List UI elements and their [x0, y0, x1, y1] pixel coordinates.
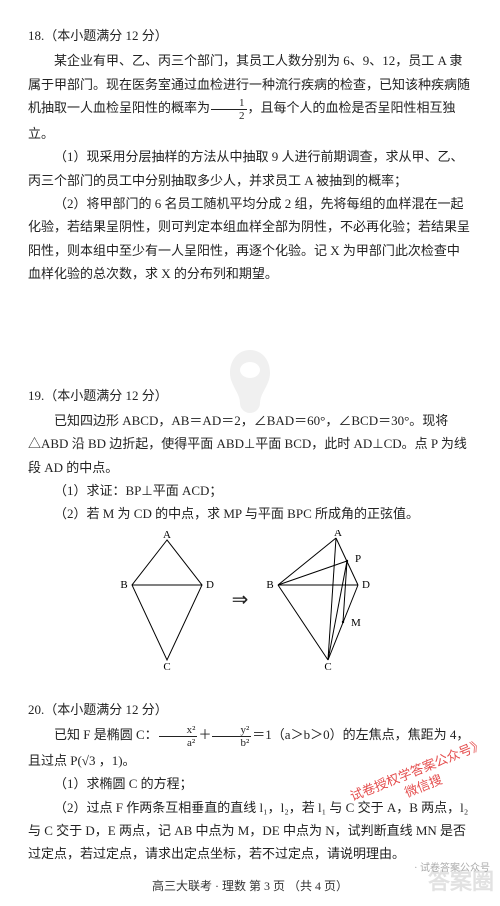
problem-text: （2）将甲部门的 6 名员工随机平均分成 2 组，先将每组的血样混在一起化验，若…	[28, 192, 472, 286]
page-footer: 高三大联考 · 理数 第 3 页 （共 4 页）	[0, 876, 500, 898]
problem-text: 已知 F 是椭圆 C：x²a²＋y²b²＝1（a＞b＞0）的左焦点，焦距为 4，…	[28, 723, 472, 772]
svg-text:C: C	[324, 661, 331, 670]
problem-text: （2）过点 F 作两条互相垂直的直线 l₁，l₂，若 l₁ 与 C 交于 A，B…	[28, 796, 472, 866]
svg-text:C: C	[164, 661, 171, 670]
problem-19: 19.（本小题满分 12 分） 已知四边形 ABCD，AB＝AD＝2，∠BAD＝…	[28, 384, 472, 670]
fraction: y²b²	[212, 724, 251, 749]
problem-score: （本小题满分 12 分）	[44, 702, 168, 717]
problem-text: （1）求证：BP⊥平面 ACD；	[28, 479, 472, 502]
problem-text: （2）若 M 为 CD 的中点，求 MP 与平面 BPC 所成角的正弦值。	[28, 502, 472, 525]
svg-text:P: P	[355, 553, 361, 565]
arrow-icon: ⇒	[232, 589, 249, 611]
svg-text:D: D	[206, 579, 214, 591]
problem-score: （本小题满分 12 分）	[44, 388, 168, 403]
problem-text: 某企业有甲、乙、丙三个部门，其员工人数分别为 6、9、12，员工 A 隶属于甲部…	[28, 49, 472, 145]
problem-score: （本小题满分 12 分）	[44, 28, 168, 43]
svg-text:M: M	[351, 617, 361, 629]
fraction: x²a²	[159, 724, 198, 749]
svg-text:B: B	[121, 579, 128, 591]
problem-number: 19	[28, 388, 41, 403]
problem-text: （1）现采用分层抽样的方法从中抽取 9 人进行前期调查，求从甲、乙、丙三个部门的…	[28, 145, 472, 192]
problem-text: （1）求椭圆 C 的方程；	[28, 772, 472, 795]
svg-text:D: D	[362, 579, 370, 591]
problem-18: 18.（本小题满分 12 分） 某企业有甲、乙、丙三个部门，其员工人数分别为 6…	[28, 24, 472, 286]
figure-right: A B D C P M	[258, 530, 388, 670]
svg-text:B: B	[266, 579, 273, 591]
svg-text:A: A	[163, 530, 171, 541]
problem-20: 20.（本小题满分 12 分） 已知 F 是椭圆 C：x²a²＋y²b²＝1（a…	[28, 698, 472, 866]
figure-left: A B D C	[112, 530, 222, 670]
problem-number: 18	[28, 28, 41, 43]
problem-number: 20	[28, 702, 41, 717]
problem-text: 已知四边形 ABCD，AB＝AD＝2，∠BAD＝60°，∠BCD＝30°。现将 …	[28, 409, 472, 479]
svg-text:A: A	[334, 530, 342, 539]
fraction: 12	[211, 97, 247, 122]
figures-row: A B D C ⇒ A B D C P	[28, 530, 472, 670]
